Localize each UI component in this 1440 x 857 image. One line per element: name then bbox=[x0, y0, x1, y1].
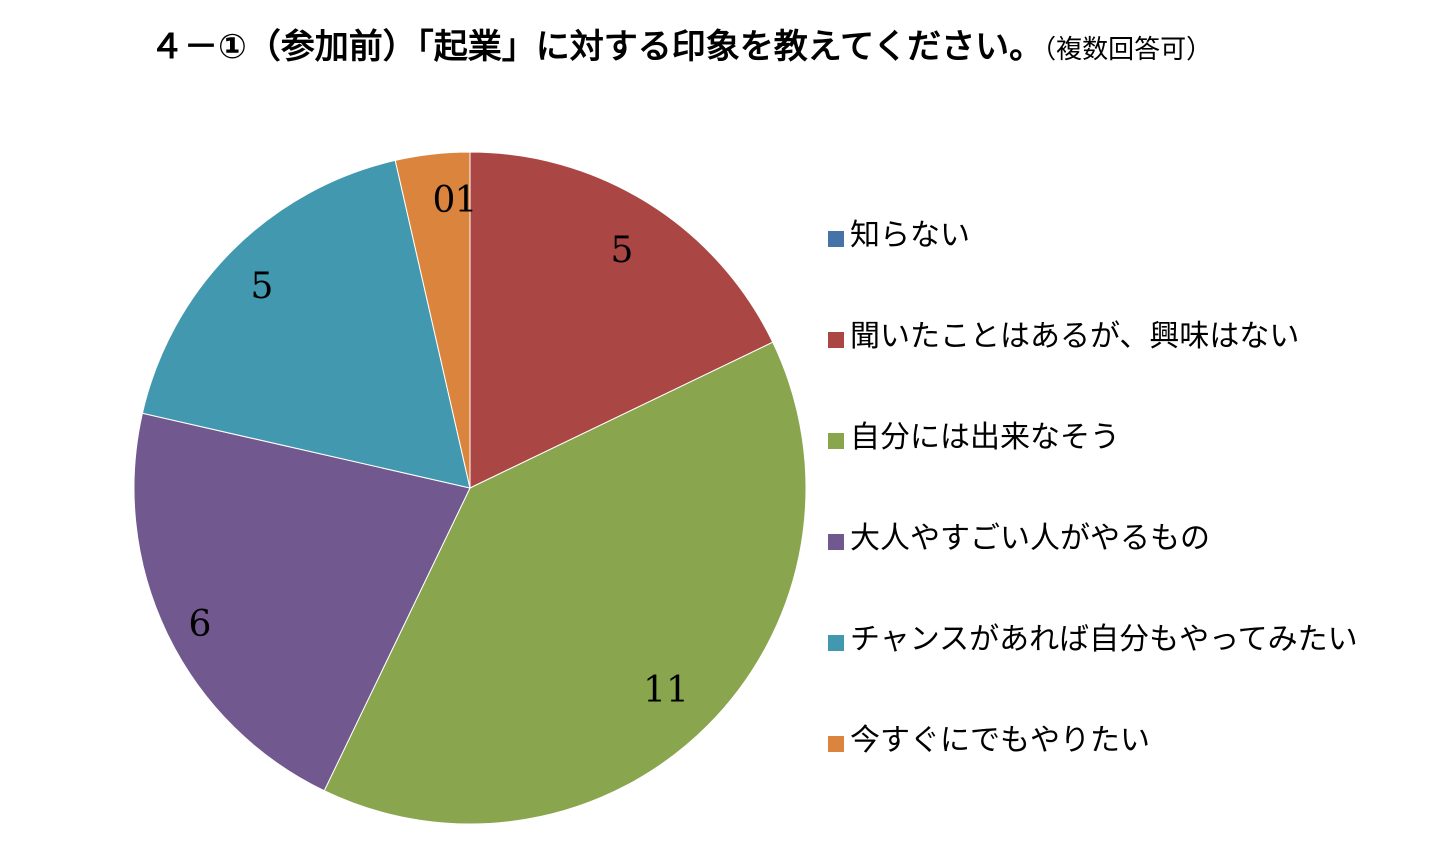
data-label: 5 bbox=[611, 230, 634, 271]
legend-swatch bbox=[828, 635, 844, 651]
legend-swatch bbox=[828, 231, 844, 247]
legend-swatch bbox=[828, 736, 844, 752]
legend-swatch bbox=[828, 332, 844, 348]
pie-slice bbox=[141, 159, 471, 489]
pie-slice bbox=[469, 151, 774, 489]
legend-label: チャンスがあれば自分もやってみたい bbox=[850, 622, 1358, 657]
legend-item: 知らない bbox=[828, 208, 1358, 309]
data-label: 1 bbox=[455, 180, 478, 221]
legend-item: 大人やすごい人がやるもの bbox=[828, 511, 1358, 612]
legend-label: 今すぐにでもやりたい bbox=[850, 723, 1150, 758]
pie-slice bbox=[323, 341, 807, 825]
legend-swatch bbox=[828, 433, 844, 449]
data-label: 6 bbox=[189, 604, 212, 645]
legend-item: 自分には出来なそう bbox=[828, 410, 1358, 511]
chart-title-main: ４－①（参加前）「起業」に対する印象を教えてください。 bbox=[150, 27, 1044, 67]
chart-title: ４－①（参加前）「起業」に対する印象を教えてください。（複数回答可） bbox=[150, 22, 1310, 75]
data-label: 5 bbox=[251, 266, 274, 307]
legend-item: 今すぐにでもやりたい bbox=[828, 713, 1358, 814]
legend-label: 聞いたことはあるが、興味はない bbox=[850, 319, 1300, 354]
legend-label: 大人やすごい人がやるもの bbox=[850, 521, 1210, 556]
pie-data-labels: 0 5 11 6 5 1 bbox=[189, 180, 689, 711]
data-label: 11 bbox=[643, 670, 689, 711]
chart-legend: 知らない聞いたことはあるが、興味はない 自分には出来なそう大人やすごい人がやるもの… bbox=[828, 208, 1358, 814]
legend-label: 自分には出来なそう bbox=[850, 420, 1120, 455]
chart-title-note: （複数回答可） bbox=[1043, 35, 1213, 65]
legend-item: チャンスがあれば自分もやってみたい bbox=[828, 612, 1358, 713]
legend-item: 聞いたことはあるが、興味はない bbox=[828, 309, 1358, 410]
pie-slice bbox=[394, 151, 471, 489]
pie-slice bbox=[133, 412, 471, 792]
legend-swatch bbox=[828, 534, 844, 550]
pie-slices bbox=[133, 151, 807, 825]
data-label: 0 bbox=[433, 180, 456, 221]
legend-label: 知らない bbox=[850, 218, 970, 253]
